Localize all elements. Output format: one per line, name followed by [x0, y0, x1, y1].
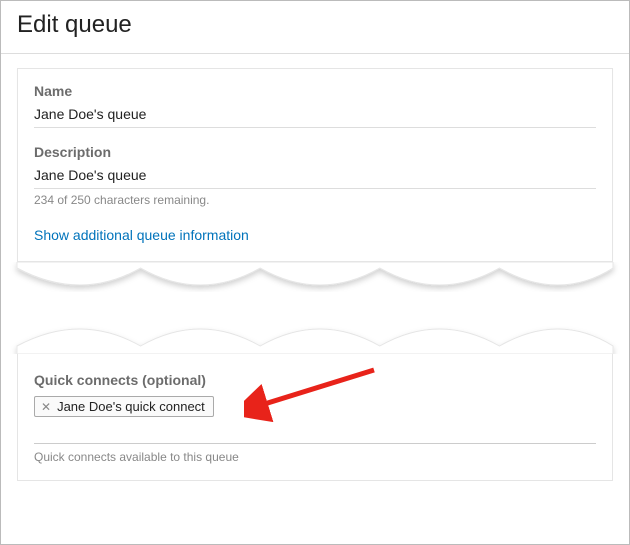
- name-input[interactable]: Jane Doe's queue: [34, 103, 596, 128]
- name-label: Name: [34, 83, 596, 99]
- remove-chip-icon[interactable]: ✕: [39, 400, 53, 414]
- description-helper: 234 of 250 characters remaining.: [34, 193, 596, 207]
- description-label: Description: [34, 144, 596, 160]
- page-header: Edit queue: [1, 1, 629, 54]
- queue-details-card: Name Jane Doe's queue Description Jane D…: [17, 68, 613, 262]
- description-input[interactable]: Jane Doe's queue: [34, 164, 596, 189]
- quick-connect-chip[interactable]: ✕ Jane Doe's quick connect: [34, 396, 214, 417]
- edit-queue-window: Edit queue Name Jane Doe's queue Descrip…: [0, 0, 630, 545]
- quick-connect-chip-label: Jane Doe's quick connect: [57, 399, 205, 414]
- page-title: Edit queue: [17, 11, 613, 39]
- description-field-block: Description Jane Doe's queue 234 of 250 …: [34, 144, 596, 207]
- available-quick-connects-label: Quick connects available to this queue: [34, 450, 596, 464]
- show-additional-link[interactable]: Show additional queue information: [34, 227, 249, 243]
- divider: [34, 443, 596, 444]
- torn-section-divider: [1, 262, 629, 354]
- name-field-block: Name Jane Doe's queue: [34, 83, 596, 128]
- quick-connects-card: Quick connects (optional) ✕ Jane Doe's q…: [17, 354, 613, 481]
- quick-connects-heading: Quick connects (optional): [34, 372, 596, 388]
